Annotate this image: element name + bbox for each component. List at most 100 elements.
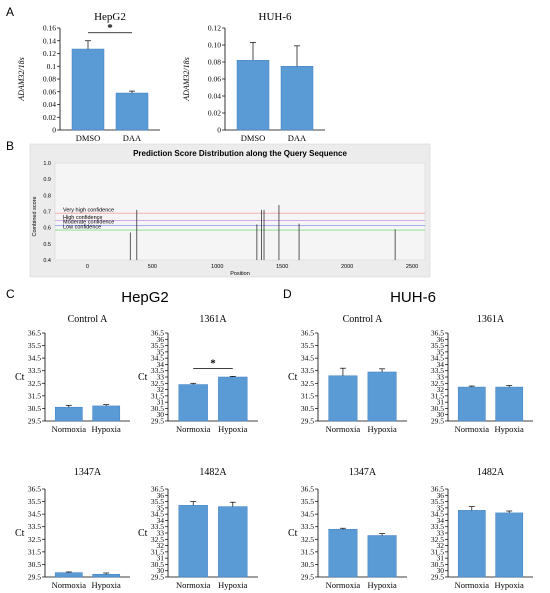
y-tick-label: 0.06 — [208, 75, 221, 84]
x-tick-label: DMSO — [241, 133, 266, 143]
y-tick-label: 0.8 — [43, 193, 51, 199]
bar-hypoxia — [92, 573, 121, 578]
y-tick-label: 0.08 — [43, 75, 56, 84]
threshold-label: Moderate confidence — [63, 220, 114, 226]
x-tick-label: 1000 — [211, 264, 223, 270]
y-tick-label: 29.5 — [301, 573, 314, 582]
bar-normoxia — [328, 375, 358, 422]
y-tick-label: 36.5 — [151, 485, 164, 494]
y-tick-label: 31.5 — [431, 547, 444, 556]
chart-d-controla: Control A 29.5 30.5 31.5 32.5 33.5 34.5 35.5 36.… — [288, 314, 407, 434]
y-tick-label: 35.5 — [431, 341, 444, 350]
bar-normoxia — [54, 406, 83, 422]
y-tick-label: 32 — [437, 541, 445, 550]
y-axis-label: Ct — [288, 528, 298, 539]
y-tick-label: 29.5 — [151, 573, 164, 582]
x-tick-label: 2000 — [341, 264, 353, 270]
chart-d-1361a: 1361A29.53030.53131.53232.53333.53434.53… — [431, 314, 533, 434]
y-tick-label: 32.5 — [151, 535, 164, 544]
y-axis-label: ADAM32/18s — [17, 57, 26, 102]
x-tick-label: Normoxia — [455, 580, 490, 590]
chart-c-controla: Control A 29.5 30.5 31.5 32.5 33.5 34.5 35.5 36.… — [15, 314, 130, 434]
chart-c-1482a: 1482A29.53030.53131.53232.53333.53434.53… — [138, 467, 258, 590]
y-tick-label: 36.5 — [301, 329, 314, 338]
bar-dmso — [71, 48, 105, 131]
plot-area — [54, 162, 426, 261]
x-tick-label: 2500 — [406, 264, 418, 270]
y-tick-label: 29.5 — [431, 573, 444, 582]
threshold-label: Very high confidence — [63, 208, 114, 214]
y-tick-label: 35.5 — [28, 341, 41, 350]
chart-title: 1482A — [199, 467, 227, 478]
y-tick-label: 31.5 — [301, 547, 314, 556]
significance-marker: * — [210, 357, 216, 369]
chart-title: 1347A — [349, 467, 377, 478]
y-tick-label: 36.5 — [28, 485, 41, 494]
bar-dmso — [236, 60, 270, 131]
panel-letter-d: D — [283, 287, 292, 301]
bar-normoxia — [178, 505, 208, 578]
x-tick-label: DAA — [288, 133, 307, 143]
x-tick-label: Hypoxia — [92, 580, 122, 590]
y-tick-label: 35.5 — [301, 341, 314, 350]
y-tick-label: 36 — [157, 491, 165, 500]
y-tick-label: 31 — [437, 398, 445, 407]
x-tick-label: Hypoxia — [495, 580, 525, 590]
x-tick-label: Normoxia — [326, 580, 361, 590]
y-tick-label: 33 — [157, 373, 165, 382]
chart-title: Prediction Score Distribution along the … — [133, 149, 347, 158]
chart-c-1361a: 1361A29.53030.53131.53232.53333.53434.53… — [138, 314, 258, 434]
x-tick-label: 0 — [86, 264, 89, 270]
bar-normoxia — [178, 384, 208, 422]
y-tick-label: 34.5 — [151, 354, 164, 363]
y-tick-label: 36 — [437, 335, 445, 344]
y-tick-label: 33.5 — [301, 522, 314, 531]
y-tick-label: 0 — [217, 126, 221, 135]
y-tick-label: 35.5 — [28, 497, 41, 506]
y-tick-label: 32 — [437, 385, 445, 394]
y-tick-label: 29.5 — [431, 417, 444, 426]
chart-c-1347a: 1347A 29.5 30.5 31.5 32.5 33.5 34.5 35.5 36.5 Ct N… — [15, 467, 130, 590]
y-tick-label: 29.5 — [28, 573, 41, 582]
y-tick-label: 0.9 — [43, 177, 51, 183]
bar-hypoxia — [495, 512, 524, 578]
y-tick-label: 30.5 — [301, 560, 314, 569]
x-tick-label: Normoxia — [176, 580, 211, 590]
y-tick-label: 33.5 — [431, 366, 444, 375]
y-tick-label: 36.5 — [151, 329, 164, 338]
y-tick-label: 31.5 — [28, 547, 41, 556]
y-tick-label: 33.5 — [301, 366, 314, 375]
y-axis-label: Combined score — [32, 196, 38, 236]
bar-hypoxia — [367, 371, 397, 422]
y-tick-label: 31.5 — [431, 391, 444, 400]
y-tick-label: 35 — [157, 347, 165, 356]
y-tick-label: 32 — [157, 385, 165, 394]
threshold-label: Low confidence — [63, 225, 101, 231]
y-tick-label: 32.5 — [301, 379, 314, 388]
chart-title: 1347A — [74, 467, 102, 478]
y-tick-label: 34.5 — [301, 354, 314, 363]
bar-normoxia — [54, 572, 83, 578]
y-tick-label: 0.04 — [208, 92, 221, 101]
y-tick-label: 33 — [437, 529, 445, 538]
y-tick-label: 30.5 — [151, 560, 164, 569]
y-tick-label: 33 — [157, 529, 165, 538]
y-tick-label: 35.5 — [151, 497, 164, 506]
chart-title: 1482A — [477, 467, 505, 478]
x-tick-label: Normoxia — [52, 424, 87, 434]
y-tick-label: 33 — [437, 373, 445, 382]
y-tick-label: 0.12 — [208, 24, 221, 33]
y-tick-label: 34.5 — [28, 510, 41, 519]
y-tick-label: 32.5 — [28, 379, 41, 388]
panel-d-heading: HUH-6 — [390, 289, 436, 306]
y-tick-label: 34.5 — [301, 510, 314, 519]
bar-hypoxia — [218, 506, 248, 578]
y-tick-label: 36.5 — [301, 485, 314, 494]
y-tick-label: 0.16 — [43, 24, 56, 33]
y-tick-label: 0.14 — [43, 36, 56, 45]
x-tick-label: Hypoxia — [367, 424, 397, 434]
y-tick-label: 35 — [157, 503, 165, 512]
panel-letter-c: C — [6, 287, 15, 301]
y-tick-label: 0.6 — [43, 226, 51, 232]
